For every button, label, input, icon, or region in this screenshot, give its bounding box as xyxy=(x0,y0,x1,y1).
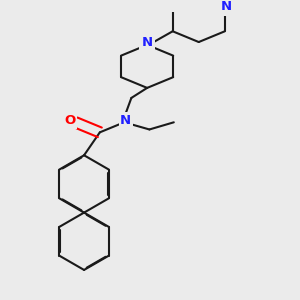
Text: N: N xyxy=(120,113,131,127)
Text: N: N xyxy=(142,36,153,49)
Text: N: N xyxy=(221,0,232,14)
Text: O: O xyxy=(65,114,76,128)
